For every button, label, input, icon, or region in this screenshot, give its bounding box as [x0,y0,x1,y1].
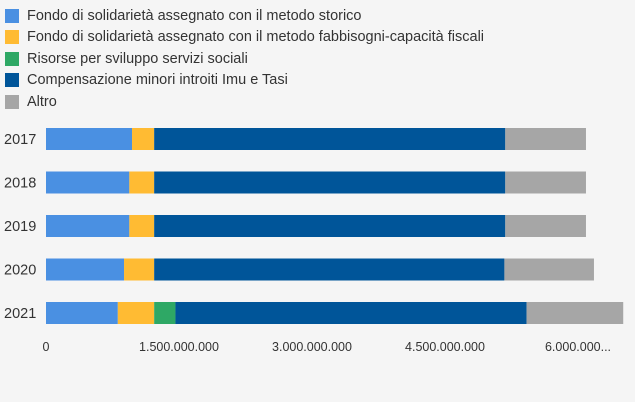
category-label: 2017 [4,132,36,148]
legend-swatch [5,30,19,45]
legend-item: Fondo di solidarietà assegnato con il me… [5,27,484,49]
legend-label: Altro [27,93,57,110]
bar-segment [175,302,527,324]
category-label: 2018 [4,176,36,192]
bar-segment [154,128,506,150]
bar-segment [46,215,130,237]
category-labels: 2017 2018 2019 2020 2021 [4,132,36,322]
bar-segment [46,258,125,281]
legend-label: Compensazione minori introiti Imu e Tasi [27,72,288,89]
category-label: 2020 [4,263,36,279]
bar-segment [154,258,505,281]
bars-group [46,128,624,324]
x-tick-label: 1.500.000.000 [139,340,219,354]
x-axis-tick-labels: 0 1.500.000.000 3.000.000.000 4.500.000.000… [43,340,611,354]
bar-segment [46,128,133,150]
category-label: 2021 [4,306,36,322]
bar-segment [117,302,155,324]
bar-segment [129,171,155,194]
legend-item: Compensazione minori introiti Imu e Tasi [5,70,484,92]
legend-item: Risorse per sviluppo servizi sociali [5,48,484,70]
bar-segment [132,128,155,150]
bar-segment [129,215,155,237]
bar-segment [154,171,506,194]
legend: Fondo di solidarietà assegnato con il me… [5,5,484,113]
bar-segment [505,128,586,150]
bar-segment [526,302,624,324]
bar-segment [46,302,118,324]
bar-segment [154,302,176,324]
category-label: 2019 [4,219,36,235]
legend-swatch [5,73,19,88]
legend-label: Risorse per sviluppo servizi sociali [27,50,248,67]
legend-swatch [5,51,19,66]
legend-label: Fondo di solidarietà assegnato con il me… [27,7,362,24]
x-tick-label: 0 [43,340,50,354]
legend-item: Fondo di solidarietà assegnato con il me… [5,5,484,27]
bar-segment [504,258,594,281]
x-tick-label: 6.000.000... [545,340,611,354]
bar-segment [505,171,586,194]
bar-segment [46,171,130,194]
bar-segment [154,215,506,237]
x-tick-label: 4.500.000.000 [405,340,485,354]
legend-label: Fondo di solidarietà assegnato con il me… [27,29,485,46]
legend-swatch [5,8,19,23]
bar-segment [124,258,155,281]
legend-swatch [5,94,19,109]
legend-item: Altro [5,91,484,113]
x-tick-label: 3.000.000.000 [272,340,352,354]
bar-segment [505,215,586,237]
